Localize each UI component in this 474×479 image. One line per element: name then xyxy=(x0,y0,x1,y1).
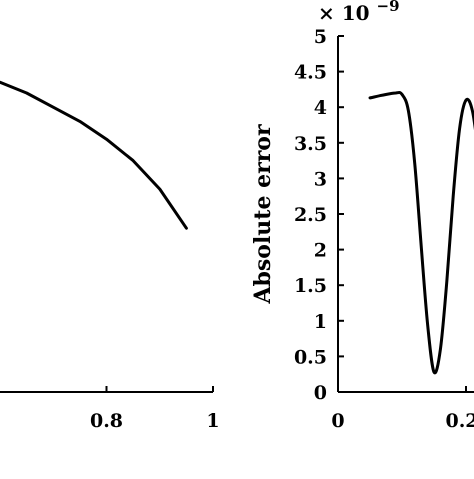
right-y-tick-label: 3 xyxy=(314,168,327,190)
right-y-tick-label: 5 xyxy=(314,26,327,48)
right-y-multiplier: × 10 −9 xyxy=(318,0,400,25)
right-y-tick-label: 4.5 xyxy=(294,62,327,84)
left-x-tick-label: 0.8 xyxy=(90,410,123,432)
right-x-ticks: 0 0.2 xyxy=(331,386,474,432)
left-x-tick-label: 1 xyxy=(206,410,219,432)
right-y-tick-label: 4 xyxy=(314,97,327,119)
right-x-tick-label: 0 xyxy=(331,410,344,432)
right-y-axis-label: Absolute error xyxy=(250,124,276,305)
right-y-tick-label: 2 xyxy=(314,240,327,262)
right-y-tick-label: 2.5 xyxy=(294,204,327,226)
left-series-line xyxy=(0,80,188,230)
right-x-tick-label: 0.2 xyxy=(445,410,474,432)
left-x-ticks: 0.8 1 xyxy=(90,386,220,432)
right-series-line xyxy=(368,91,474,375)
right-y-ticks: 0 0.5 1 1.5 2 2.5 3 3.5 4 4.5 5 xyxy=(294,26,344,404)
right-y-tick-label: 0.5 xyxy=(294,346,327,368)
right-y-tick-label: 1.5 xyxy=(294,275,327,297)
right-y-tick-label: 3.5 xyxy=(294,133,327,155)
multiplier-exponent: −9 xyxy=(377,0,400,15)
right-y-tick-label: 1 xyxy=(314,311,327,333)
multiplier-base: × 10 xyxy=(318,1,370,25)
right-y-tick-label: 0 xyxy=(314,382,327,404)
